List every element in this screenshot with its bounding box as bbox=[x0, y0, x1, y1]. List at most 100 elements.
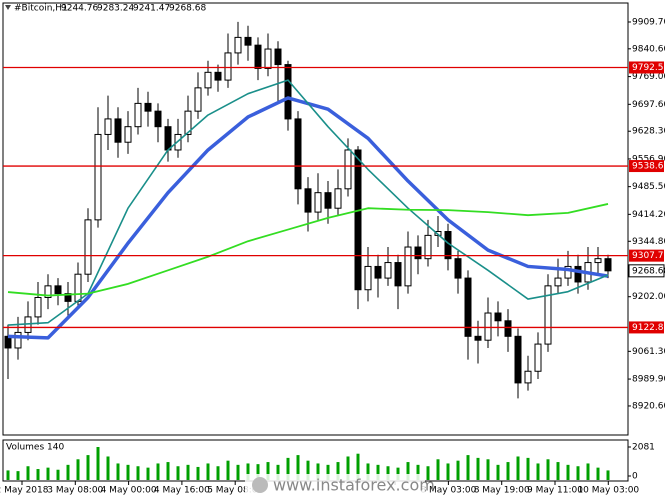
y-tick-label: 8989.90 bbox=[632, 375, 665, 385]
volume-bar bbox=[426, 466, 430, 480]
candle-body bbox=[224, 52, 232, 81]
y-tick-label: 9628.30 bbox=[632, 127, 665, 137]
candle-body bbox=[404, 246, 412, 287]
x-tick-label: 8 May 03:00 bbox=[420, 486, 476, 496]
moving-average bbox=[7, 203, 609, 297]
volume-bar bbox=[556, 462, 560, 480]
volume-bar bbox=[386, 466, 390, 480]
candle-body bbox=[304, 188, 312, 213]
y-tick-label: 9344.80 bbox=[632, 237, 665, 247]
volume-bar bbox=[36, 469, 40, 480]
volume-bar bbox=[26, 466, 30, 480]
candle-body bbox=[544, 285, 552, 345]
volume-bar bbox=[86, 455, 90, 480]
volume-bar bbox=[526, 457, 530, 480]
candle-body bbox=[54, 285, 62, 295]
candle-body bbox=[34, 296, 42, 318]
level-label: 9538.60 bbox=[632, 162, 665, 172]
candle-body bbox=[574, 265, 582, 283]
volume-bar bbox=[276, 464, 280, 480]
x-tick-label: 2 May 2018 bbox=[0, 486, 49, 496]
candle-body bbox=[454, 258, 462, 279]
volume-bar bbox=[66, 464, 70, 480]
volume-bar bbox=[16, 471, 20, 480]
volume-bar bbox=[416, 464, 420, 480]
y-tick-label: 9414.20 bbox=[632, 210, 665, 220]
candle-body bbox=[84, 219, 92, 275]
y-tick-label: 9697.60 bbox=[632, 100, 665, 110]
volume-bar bbox=[566, 464, 570, 480]
volume-bar bbox=[256, 464, 260, 480]
level-label-box bbox=[629, 61, 664, 74]
x-tick-label: 3 May 08:00 bbox=[47, 486, 103, 496]
volume-bar bbox=[396, 467, 400, 480]
volume-tick-label: 0 bbox=[632, 472, 638, 482]
candle-body bbox=[594, 258, 602, 264]
y-tick-label: 9485.50 bbox=[632, 182, 665, 192]
close-value: 9268.68 bbox=[169, 4, 206, 14]
candle-body bbox=[214, 71, 222, 81]
volume-bar bbox=[406, 462, 410, 480]
candle-body bbox=[554, 277, 562, 287]
last-price-label: 9268.68 bbox=[632, 266, 665, 276]
volume-bar bbox=[246, 463, 250, 480]
candle-body bbox=[124, 126, 132, 143]
candle-body bbox=[344, 149, 352, 190]
volume-bar bbox=[546, 459, 550, 480]
chart-title: #Bitcoin,H1 bbox=[14, 4, 68, 14]
volume-bar bbox=[6, 470, 10, 480]
volume-bar bbox=[456, 460, 460, 480]
volume-bar bbox=[476, 457, 480, 480]
volume-bar bbox=[226, 460, 230, 480]
volume-bar bbox=[156, 463, 160, 480]
candle-body bbox=[44, 285, 52, 298]
volume-bar bbox=[496, 464, 500, 480]
volume-bar bbox=[76, 459, 80, 480]
level-label: 9122.88 bbox=[632, 323, 665, 333]
volume-bar bbox=[536, 463, 540, 480]
volume-bar bbox=[106, 456, 110, 480]
volume-bar bbox=[336, 462, 340, 480]
volume-bar bbox=[186, 464, 190, 480]
y-tick-label: 9061.30 bbox=[632, 347, 665, 357]
volume-bar bbox=[486, 459, 490, 480]
menu-icon bbox=[5, 5, 11, 10]
watermark: www.instaforex.com bbox=[245, 474, 435, 497]
candle-body bbox=[604, 258, 612, 272]
y-tick-label: 9840.60 bbox=[632, 44, 665, 54]
volume-bar bbox=[146, 467, 150, 480]
level-label: 9792.50 bbox=[632, 63, 665, 73]
volume-bar bbox=[506, 462, 510, 480]
volume-bar bbox=[596, 467, 600, 480]
x-tick-label: 4 May 00:00 bbox=[101, 486, 157, 496]
y-tick-label: 9769.00 bbox=[632, 72, 665, 82]
volume-bar bbox=[266, 462, 270, 480]
candle-body bbox=[424, 234, 432, 260]
candle-body bbox=[464, 277, 472, 337]
candle-body bbox=[474, 335, 482, 341]
volume-bar bbox=[196, 466, 200, 480]
volume-label: Volumes 140 bbox=[6, 443, 64, 453]
candle-body bbox=[204, 71, 212, 89]
volume-bar bbox=[126, 464, 130, 480]
y-tick-label: 9556.90 bbox=[632, 154, 665, 164]
level-label-box bbox=[629, 249, 664, 262]
candle-body bbox=[74, 273, 82, 302]
candle-body bbox=[534, 343, 542, 372]
y-tick-label: 9909.70 bbox=[632, 17, 665, 27]
high-value: 9283.24 bbox=[97, 4, 134, 14]
candle-body bbox=[104, 118, 112, 135]
candle-body bbox=[274, 48, 282, 66]
candle-body bbox=[324, 192, 332, 209]
y-tick-label: 8920.60 bbox=[632, 401, 665, 411]
candle-body bbox=[194, 87, 202, 112]
volume-bar bbox=[446, 463, 450, 480]
candle-body bbox=[524, 370, 532, 384]
candle-body bbox=[284, 64, 292, 120]
watermark-logo bbox=[252, 477, 268, 493]
volume-bar bbox=[436, 459, 440, 480]
candle-body bbox=[374, 265, 382, 279]
candle-body bbox=[4, 335, 12, 349]
volume-bar bbox=[576, 466, 580, 480]
